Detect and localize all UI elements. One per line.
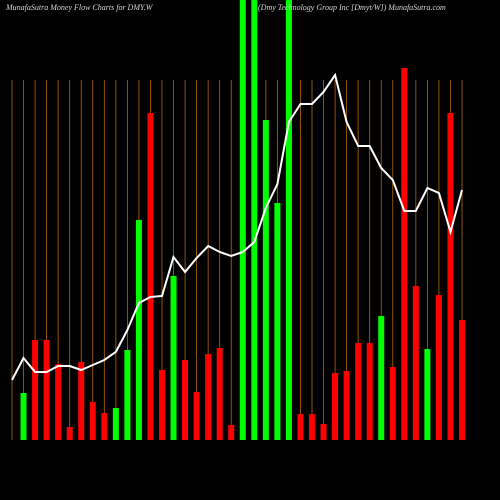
bar: [216, 348, 223, 440]
line-layer: [11, 72, 463, 381]
bars: [20, 0, 465, 440]
bar: [124, 350, 131, 440]
chart-title: MunafaSutra Money Flow Charts for DMY.W: [5, 3, 154, 12]
bar: [389, 367, 396, 440]
bar: [89, 402, 96, 440]
bar: [435, 295, 442, 440]
bar: [147, 113, 154, 440]
bar: [55, 364, 62, 440]
bar: [355, 343, 362, 440]
bar: [239, 0, 246, 440]
bar: [262, 120, 269, 440]
bar: [78, 362, 85, 440]
bar: [205, 354, 212, 440]
bar: [32, 340, 39, 440]
bar: [66, 427, 73, 440]
bar: [424, 349, 431, 440]
bar: [170, 276, 177, 440]
bar: [193, 392, 200, 440]
bar: [43, 340, 50, 440]
bar: [159, 370, 165, 440]
bar: [320, 424, 327, 440]
bar: [135, 220, 142, 440]
bar: [251, 0, 258, 440]
bar: [112, 408, 119, 440]
bar: [285, 0, 292, 440]
bar: [378, 316, 385, 440]
bar: [447, 113, 454, 440]
bar: [401, 68, 408, 440]
bar: [332, 373, 339, 440]
bar: [297, 414, 304, 440]
bar: [182, 360, 189, 440]
bar: [459, 320, 465, 440]
bar: [101, 413, 108, 440]
bar: [412, 286, 419, 440]
bar: [309, 414, 315, 440]
bar: [20, 393, 27, 440]
bar: [343, 371, 350, 440]
bar: [366, 343, 373, 440]
chart-subtitle: (Dmy Technology Group Inc [Dmyt/W]) Muna…: [258, 3, 446, 12]
bar: [274, 203, 281, 440]
money-flow-line: [11, 72, 463, 381]
bar: [228, 425, 235, 440]
